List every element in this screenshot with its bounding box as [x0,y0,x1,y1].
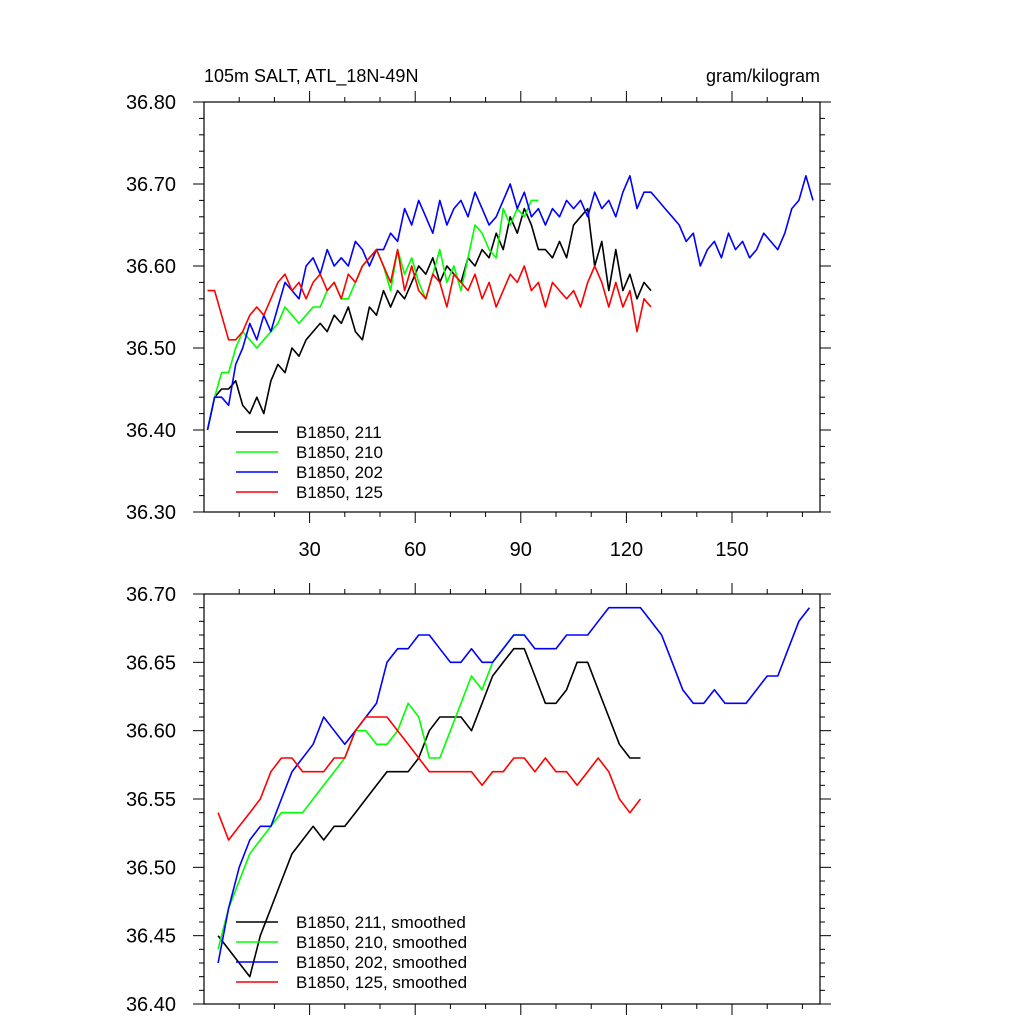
y-tick-label: 36.40 [126,994,176,1016]
y-tick-label: 36.80 [126,92,176,114]
y-tick-label: 36.70 [126,584,176,606]
y-tick-label: 36.70 [126,174,176,196]
series-line [207,248,652,341]
x-tick-label: 60 [404,539,426,561]
legend-label: B1850, 202, smoothed [296,953,467,972]
y-tick-label: 36.40 [126,420,176,442]
x-tick-label: 150 [715,539,748,561]
legend-label: B1850, 202 [296,463,383,482]
x-tick-label: 90 [510,539,532,561]
legend-label: B1850, 125 [296,483,383,502]
series-line [217,634,525,950]
legend-label: B1850, 210 [296,443,383,462]
y-tick-label: 36.45 [126,926,176,948]
y-tick-label: 36.65 [126,652,176,674]
plot-frame [203,101,821,513]
series-line [206,175,814,431]
legend-label: B1850, 211, smoothed [296,913,466,932]
x-tick-label: 120 [610,539,643,561]
series-line [206,207,652,431]
y-tick-label: 36.60 [126,256,176,278]
y-tick-label: 36.50 [126,338,176,360]
y-tick-label: 36.30 [126,502,176,524]
bottom-panel: 36.40 36.45 36.50 36.55 36.60 36.65 36.70 B1850… [126,583,831,1016]
legend-label: B1850, 125, smoothed [296,973,467,992]
chart-units: gram/kilogram [706,66,820,86]
series-line [217,647,641,978]
y-tick-label: 36.50 [126,857,176,879]
series-line [206,199,539,431]
chart-title: 105m SALT, ATL_18N-49N [204,66,418,87]
x-tick-label: 30 [298,539,320,561]
series-line [217,716,642,841]
y-tick-label: 36.60 [126,721,176,743]
top-panel: 105m SALT, ATL_18N-49N gram/kilogram 36.… [126,66,831,561]
legend-label: B1850, 211 [296,423,382,442]
y-tick-label: 36.55 [126,789,176,811]
series-line [217,606,811,964]
legend-label: B1850, 210, smoothed [296,933,467,952]
